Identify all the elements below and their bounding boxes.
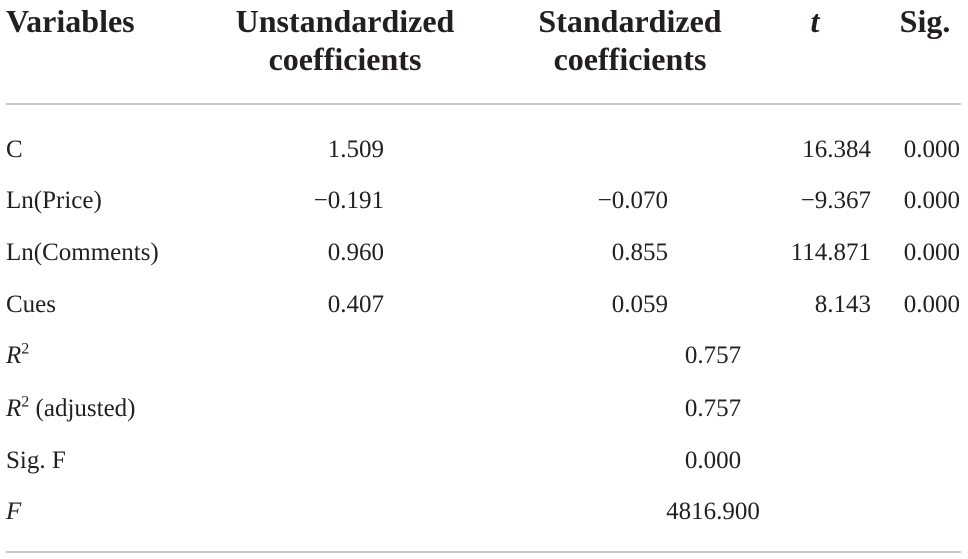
variable-label: Cues [6,291,56,318]
standardized-value: −0.070 [597,187,668,214]
summary-value: 0.757 [684,342,742,369]
bottom-rule [6,551,961,553]
t-value: −9.367 [800,187,871,214]
summary-label-main: R [6,342,22,369]
summary-label: F [6,497,21,527]
summary-label: R2 [6,341,29,371]
header-sig: Sig. [899,3,951,39]
variable-label: C [6,136,23,163]
sig-value: 0.000 [903,136,960,163]
header-t-label: t [810,3,820,39]
summary-label-main: Sig. F [6,447,66,474]
unstandardized-value: 0.407 [327,291,384,318]
unstandardized-value: 1.509 [327,136,384,163]
summary-value: 4816.900 [666,498,760,525]
summary-value: 0.757 [684,395,742,422]
standardized-value: 0.059 [611,291,668,318]
t-value: 114.871 [790,239,871,266]
sig-value: 0.000 [903,291,960,318]
header-standardized-line2: coefficients [553,41,707,77]
summary-label-main: R [6,395,22,422]
sig-value: 0.000 [903,187,960,214]
summary-value: 0.000 [684,447,742,474]
t-value: 16.384 [802,136,871,163]
summary-label-main: F [6,498,22,525]
summary-label-sup: 2 [21,393,30,411]
summary-label-suffix: (adjusted) [29,395,136,422]
header-rule [6,103,961,105]
summary-label: R2 (adjusted) [6,394,136,424]
t-value: 8.143 [814,291,871,318]
variable-label: Ln(Comments) [6,239,159,266]
summary-label: Sig. F [6,446,66,476]
variable-label: Ln(Price) [6,187,102,214]
unstandardized-value: −0.191 [313,187,384,214]
header-standardized: Standardized coefficients [515,2,745,78]
header-variables: Variables [6,3,135,39]
summary-label-sup: 2 [21,340,30,358]
unstandardized-value: 0.960 [327,239,384,266]
header-unstandardized-line2: coefficients [268,41,422,77]
header-t: t [790,2,840,40]
sig-value: 0.000 [903,239,960,266]
header-unstandardized-line1: Unstandardized [235,3,455,39]
header-standardized-line1: Standardized [538,3,722,39]
header-unstandardized: Unstandardized coefficients [210,2,480,78]
standardized-value: 0.855 [611,239,668,266]
